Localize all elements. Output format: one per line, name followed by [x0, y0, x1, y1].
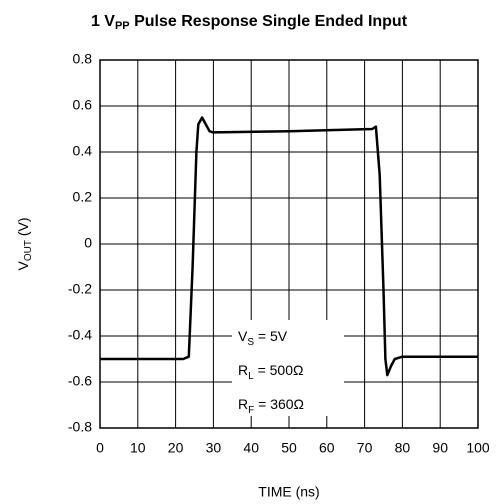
annotation-part: = 500Ω — [254, 362, 304, 378]
annotation-part: S — [247, 337, 254, 348]
y-tick-label: -0.4 — [68, 327, 92, 343]
x-tick-label: 80 — [395, 440, 411, 456]
y-tick-label: -0.6 — [68, 373, 92, 389]
data-line — [100, 116, 478, 377]
x-tick-label: 70 — [357, 440, 373, 456]
y-tick-label: 0.2 — [73, 189, 93, 205]
x-tick-label: 10 — [130, 440, 146, 456]
y-tick-label: 0 — [84, 235, 92, 251]
y-tick-label: -0.8 — [68, 419, 92, 435]
annotation-part: = 360Ω — [254, 396, 304, 412]
annotation-part: F — [248, 405, 254, 416]
annotation-part: R — [238, 396, 248, 412]
x-tick-label: 40 — [243, 440, 259, 456]
annotation-part: V — [238, 328, 248, 344]
y-tick-label: 0.4 — [73, 143, 93, 159]
annotation: RL = 500Ω — [238, 362, 303, 382]
x-tick-label: 90 — [432, 440, 448, 456]
x-tick-label: 50 — [281, 440, 297, 456]
x-tick-label: 100 — [466, 440, 490, 456]
annotation: VS = 5V — [238, 328, 288, 348]
annotation-part: = 5V — [254, 328, 288, 344]
x-tick-label: 30 — [206, 440, 222, 456]
annotation-part: L — [248, 371, 254, 382]
annotation-part: R — [238, 362, 248, 378]
x-tick-label: 0 — [96, 440, 104, 456]
plot-frame — [99, 59, 479, 429]
chart-title: 1 VPP Pulse Response Single Ended Input — [91, 13, 408, 32]
x-axis-label: TIME (ns) — [258, 484, 319, 500]
y-tick-label: 0.8 — [73, 51, 93, 67]
y-tick-label: 0.6 — [73, 97, 93, 113]
x-tick-label: 60 — [319, 440, 335, 456]
annotation: RF = 360Ω — [238, 396, 304, 416]
y-axis-label: VOUT (V) — [15, 217, 34, 270]
x-tick-label: 20 — [168, 440, 184, 456]
y-tick-label: -0.2 — [68, 281, 92, 297]
annotation-box — [232, 320, 344, 416]
